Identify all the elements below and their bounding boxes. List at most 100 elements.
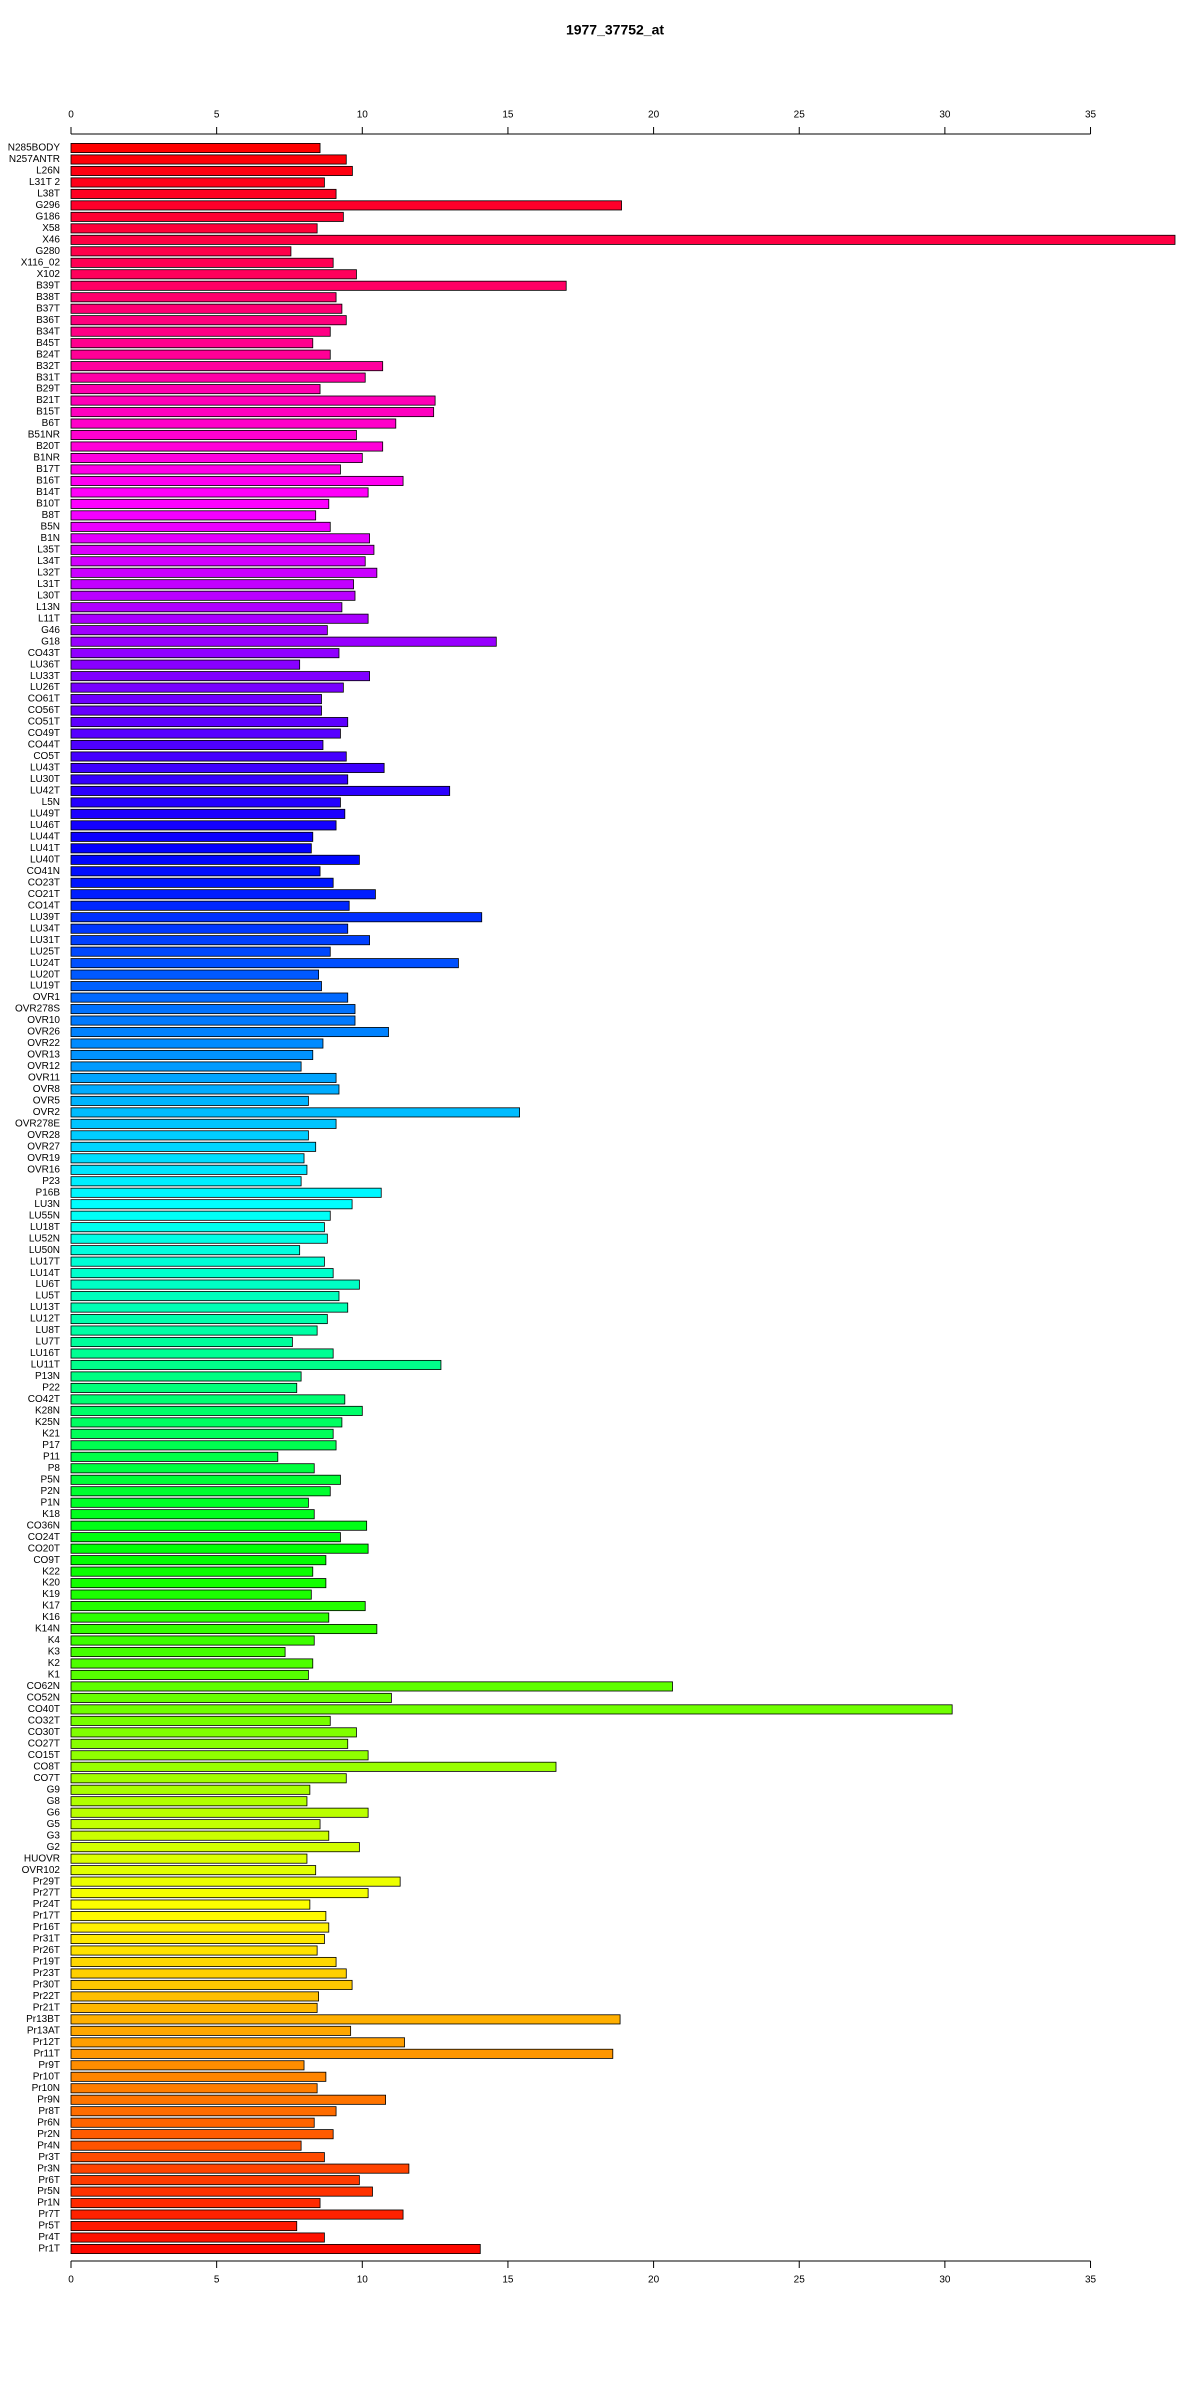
y-tick-label: L31T <box>37 579 60 590</box>
bar <box>70 269 357 280</box>
y-tick-label: B14T <box>36 487 60 498</box>
y-tick-label: OVR13 <box>27 1050 60 1061</box>
y-tick-label: Pr21T <box>33 2003 60 2014</box>
y-tick-label: Pr8T <box>38 2106 60 2117</box>
y-tick-label: K19 <box>42 1589 60 1600</box>
y-tick-label: K21 <box>42 1428 60 1439</box>
y-tick-label: X102 <box>37 269 61 280</box>
y-tick-label: LU40T <box>30 854 60 865</box>
bar <box>70 1118 337 1129</box>
y-tick-label: Pr31T <box>33 1934 60 1945</box>
y-tick-label: Pr1T <box>38 2244 60 2255</box>
y-tick-label: CO49T <box>28 728 60 739</box>
bar <box>70 2094 386 2105</box>
bar <box>70 441 384 452</box>
y-tick-label: LU46T <box>30 820 60 831</box>
x-tick-label: 0 <box>68 110 74 121</box>
y-tick-label: B1NR <box>33 453 60 464</box>
bar <box>70 912 483 923</box>
bar <box>70 1566 314 1577</box>
x-tick-label: 20 <box>648 2275 660 2286</box>
y-tick-label: LU33T <box>30 671 60 682</box>
y-tick-label: Pr3N <box>37 2163 60 2174</box>
y-tick-label: Pr4N <box>37 2140 60 2151</box>
y-tick-label: OVR27 <box>27 1141 60 1152</box>
bar <box>70 1612 330 1623</box>
y-tick-label: LU41T <box>30 843 60 854</box>
y-tick-label: K2 <box>48 1658 61 1669</box>
x-tick-label: 30 <box>939 2275 951 2286</box>
y-tick-label: CO7T <box>33 1773 60 1784</box>
y-tick-label: B45T <box>36 338 60 349</box>
bar <box>70 418 397 429</box>
bar <box>70 475 404 486</box>
bar <box>70 1130 309 1141</box>
y-tick-label: P2N <box>41 1486 60 1497</box>
bar <box>70 1784 311 1795</box>
bar <box>70 1727 357 1738</box>
bar <box>70 384 321 395</box>
bar <box>70 1761 557 1772</box>
bar <box>70 854 360 865</box>
bar <box>70 521 331 532</box>
y-tick-label: K20 <box>42 1578 60 1589</box>
y-tick-label: L5N <box>42 797 60 808</box>
y-tick-label: K28N <box>35 1406 60 1417</box>
bar <box>70 1945 318 1956</box>
y-tick-label: HUOVR <box>24 1853 60 1864</box>
bar <box>70 1773 347 1784</box>
bar <box>70 1509 315 1520</box>
y-tick-label: Pr9N <box>37 2094 60 2105</box>
y-tick-label: OVR28 <box>27 1130 60 1141</box>
bar <box>70 1715 331 1726</box>
y-tick-label: CO23T <box>28 877 60 888</box>
bar <box>70 544 375 555</box>
bar <box>70 751 347 762</box>
bar <box>70 1394 346 1405</box>
y-tick-label: P5N <box>41 1474 60 1485</box>
y-tick-label: CO14T <box>28 900 60 911</box>
bar <box>70 889 376 900</box>
bar <box>70 200 622 211</box>
x-tick-label: 25 <box>794 110 806 121</box>
bar <box>70 2163 410 2174</box>
bar <box>70 223 318 234</box>
y-tick-label: CO24T <box>28 1532 60 1543</box>
y-tick-label: Pr12T <box>33 2037 60 2048</box>
y-tick-label: K4 <box>48 1635 61 1646</box>
bar <box>70 1911 327 1922</box>
bar <box>70 1474 341 1485</box>
bar <box>70 694 322 705</box>
y-tick-label: OVR16 <box>27 1164 60 1175</box>
y-tick-label: L11T <box>38 613 60 624</box>
y-tick-label: OVR8 <box>33 1084 61 1095</box>
bar <box>70 866 321 877</box>
y-tick-label: Pr13AT <box>27 2026 60 2037</box>
y-tick-label: G3 <box>47 1830 61 1841</box>
bar <box>70 1187 382 1198</box>
x-tick-label: 15 <box>502 110 514 121</box>
y-tick-label: B8T <box>42 510 60 521</box>
x-tick-label: 35 <box>1085 2275 1097 2286</box>
bar <box>70 487 369 498</box>
y-tick-label: LU17T <box>30 1256 60 1267</box>
y-tick-label: OVR11 <box>28 1073 60 1084</box>
bar <box>70 2209 404 2220</box>
bar <box>70 1291 340 1302</box>
y-tick-label: K25N <box>35 1417 60 1428</box>
bar <box>70 2140 302 2151</box>
bar <box>70 1164 308 1175</box>
bar <box>70 2048 614 2059</box>
y-tick-label: CO52N <box>27 1693 60 1704</box>
bar <box>70 877 334 888</box>
bar <box>70 820 337 831</box>
y-tick-label: X58 <box>42 223 60 234</box>
bar <box>70 1348 334 1359</box>
bar <box>70 154 347 165</box>
y-tick-label: L13N <box>36 602 60 613</box>
bar <box>70 234 1176 245</box>
bar <box>70 1084 340 1095</box>
bar <box>70 1819 321 1830</box>
x-tick-label: 10 <box>357 2275 369 2286</box>
